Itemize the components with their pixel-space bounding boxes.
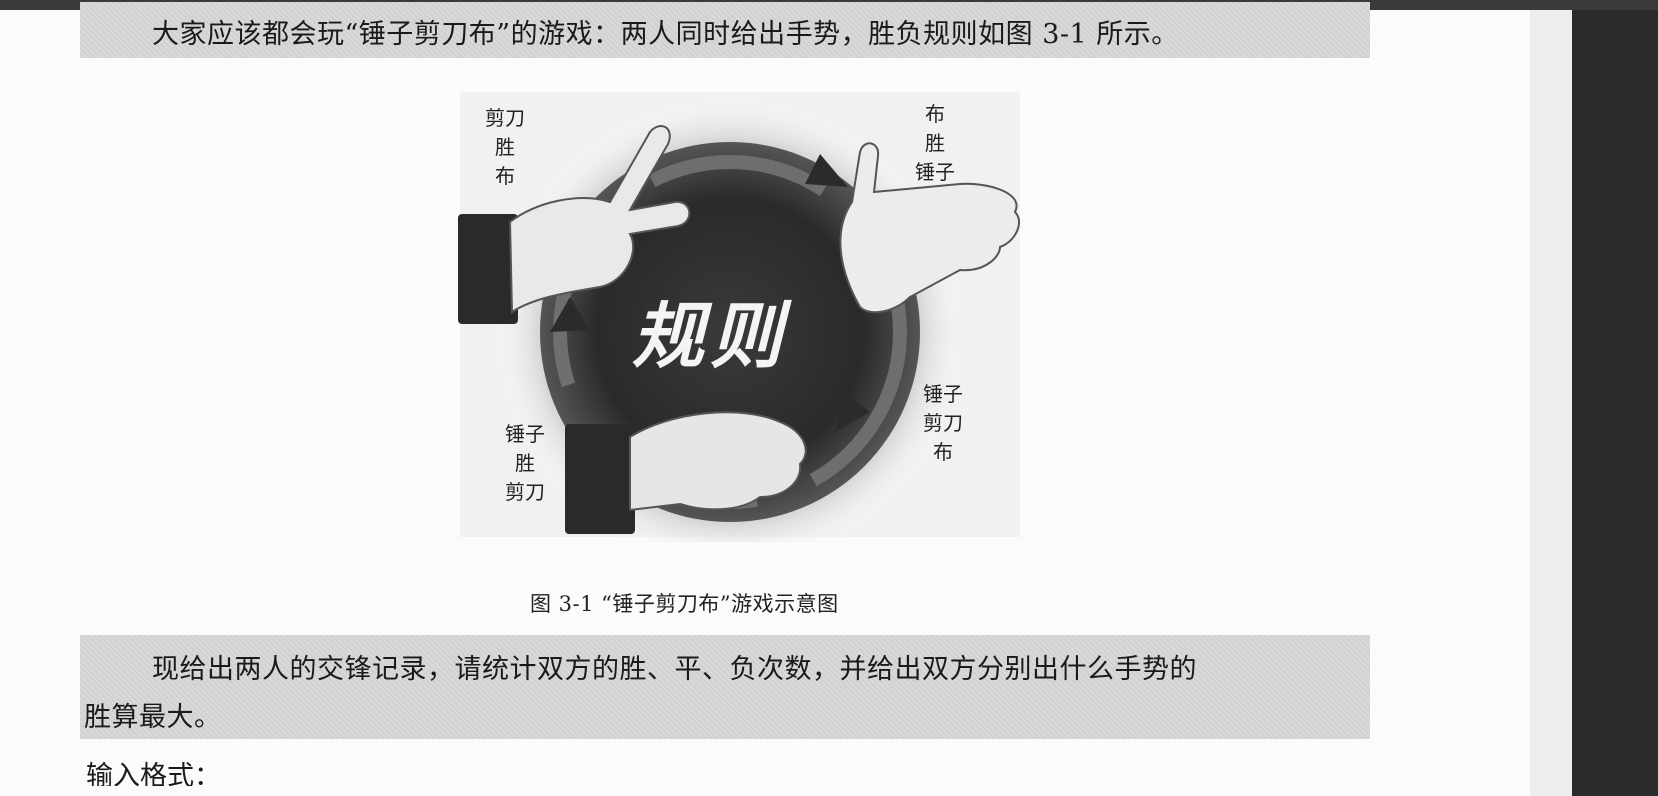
label-text: 锤子 bbox=[505, 422, 545, 446]
scissors-hand-icon bbox=[458, 125, 691, 324]
center-disc bbox=[540, 142, 920, 522]
paper-hand-icon bbox=[839, 142, 1020, 314]
paragraph-task-line1: 现给出两人的交锋记录，请统计双方的胜、平、负次数，并给出双方分别出什么手势的 bbox=[152, 654, 1197, 685]
label-text: 胜 bbox=[925, 131, 945, 155]
paragraph-task-line2: 胜算最大。 bbox=[84, 702, 222, 733]
paragraph-task: 现给出两人的交锋记录，请统计双方的胜、平、负次数，并给出双方分别出什么手势的 胜… bbox=[80, 635, 1370, 739]
label-text: 布 bbox=[495, 164, 515, 188]
label-text: 布 bbox=[925, 102, 945, 126]
scrollbar[interactable] bbox=[1572, 10, 1658, 796]
paragraph-intro: 大家应该都会玩“锤子剪刀布”的游戏：两人同时给出手势，胜负规则如图 3-1 所示… bbox=[80, 2, 1370, 58]
figure-3-1: 剪刀 胜 布 布 胜 锤子 锤子 剪刀 布 锤子 胜 剪刀 规则 bbox=[440, 92, 1040, 542]
label-text: 锤子 bbox=[923, 382, 963, 406]
label-text: 布 bbox=[933, 440, 953, 464]
label-hammer-beats-scissors: 锤子 胜 剪刀 bbox=[490, 420, 560, 507]
label-text: 剪刀 bbox=[923, 411, 963, 435]
label-text: 胜 bbox=[515, 451, 535, 475]
input-format-heading: 输入格式： bbox=[86, 744, 286, 786]
label-text: 胜 bbox=[495, 135, 515, 159]
fist-hand-icon bbox=[565, 411, 807, 534]
rules-illustration bbox=[458, 92, 1020, 542]
label-text: 剪刀 bbox=[485, 106, 525, 130]
arrow-left bbox=[550, 297, 590, 332]
input-format-heading-text: 输入格式： bbox=[86, 761, 221, 786]
paragraph-intro-text: 大家应该都会玩“锤子剪刀布”的游戏：两人同时给出手势，胜负规则如图 3-1 所示… bbox=[152, 19, 1179, 50]
label-paper-beats-hammer: 布 胜 锤子 bbox=[900, 100, 970, 187]
figure-center-title: 规则 bbox=[631, 293, 788, 378]
arrow-bottom-right bbox=[835, 392, 870, 432]
arrow-top-right bbox=[805, 154, 848, 187]
page-right-margin bbox=[1530, 10, 1572, 796]
label-hammer-scissors-paper: 锤子 剪刀 布 bbox=[908, 380, 978, 467]
label-text: 锤子 bbox=[915, 160, 955, 184]
label-text: 剪刀 bbox=[505, 480, 545, 504]
figure-caption: 图 3-1 “锤子剪刀布”游戏示意图 bbox=[530, 592, 839, 616]
label-scissors-beats-paper: 剪刀 胜 布 bbox=[470, 104, 540, 191]
